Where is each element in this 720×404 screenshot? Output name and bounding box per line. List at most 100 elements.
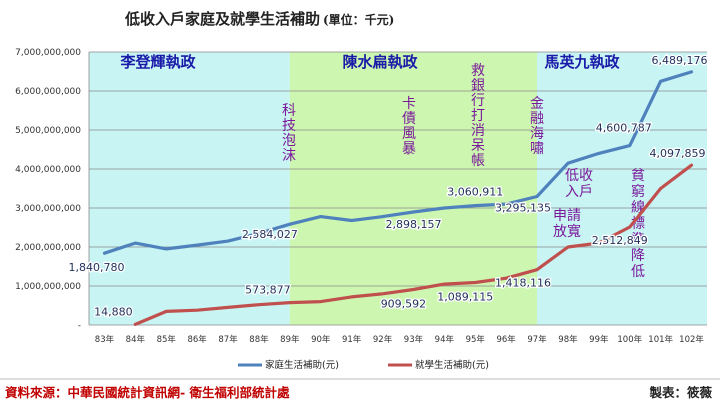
y-tick-label-7: 7,000,000,000	[15, 48, 81, 58]
annotation-char: 貧	[631, 168, 645, 184]
x-tick-label-18: 101年	[648, 334, 673, 345]
x-tick-label-1: 84年	[126, 334, 146, 345]
data-label-12: 2,512,849	[592, 234, 648, 247]
annotation-char: 入	[565, 184, 579, 200]
data-labels: 1,840,780 2,584,027 2,898,157 3,060,911 3,29…	[67, 53, 709, 320]
data-label-6: 6,489,176	[652, 54, 708, 67]
y-tick-label-6: 6,000,000,000	[15, 87, 81, 97]
annotation-char: 窮	[631, 184, 645, 200]
x-axis: 83年 84年 85年 86年 87年 88年 89年 90年 91年 92年 93年 94年 95年 9…	[95, 334, 705, 345]
y-tick-label-2: 2,000,000,000	[15, 243, 81, 253]
annotation-char: 行	[471, 93, 485, 109]
era-label-3: 馬英九執政	[544, 53, 620, 71]
x-tick-label-10: 93年	[404, 334, 424, 345]
annotation-char: 銀	[471, 78, 485, 94]
annotation-char: 寬	[567, 223, 581, 240]
annotation-char: 海	[530, 126, 544, 142]
series	[102, 70, 694, 326]
annotation-char: 嘯	[530, 141, 544, 157]
data-source-text: 資料來源：中華民國統計資訊網- 衛生福利部統計處	[5, 385, 290, 400]
data-label-8: 573,877	[245, 284, 291, 297]
annotation-char: 請	[567, 208, 581, 224]
series-line-family	[102, 70, 694, 255]
era-band-1	[89, 52, 290, 325]
title-group: 低收入戶家庭及就學生活補助 (單位：千元)	[124, 10, 394, 28]
annotation-char: 融	[530, 111, 544, 127]
x-tick-label-2: 85年	[157, 334, 177, 345]
annotation-char: 低	[631, 264, 645, 280]
data-label-1: 2,584,027	[242, 228, 298, 241]
era-label-1: 李登輝執政	[119, 53, 196, 71]
legend-label-family: 家庭生活補助(元)	[265, 359, 339, 371]
data-label-0: 1,840,780	[68, 261, 124, 274]
data-label-7: 14,880	[94, 305, 133, 318]
era-label-2: 陳水扁執政	[342, 53, 418, 71]
x-tick-label-16: 99年	[589, 334, 609, 345]
x-tick-label-15: 98年	[558, 334, 578, 345]
data-label-5: 4,600,787	[596, 122, 652, 135]
annotation-char: 債	[402, 111, 416, 127]
x-tick-label-6: 89年	[280, 334, 300, 345]
legend: 家庭生活補助(元) 就學生活補助(元)	[238, 359, 489, 371]
legend-label-student: 就學生活補助(元)	[415, 359, 489, 371]
annotation-char: 戶	[579, 184, 593, 200]
x-tick-label-19: 102年	[679, 334, 704, 345]
data-label-13: 4,097,859	[650, 147, 706, 160]
annotation-char: 技	[282, 118, 296, 134]
data-label-9: 909,592	[381, 298, 427, 311]
annotation-char: 沫	[282, 148, 296, 164]
x-tick-label-13: 96年	[496, 334, 516, 345]
x-tick-label-9: 92年	[373, 334, 393, 345]
annotation-char: 消	[471, 123, 485, 139]
annotation-char: 呆	[471, 138, 485, 154]
era-band-3	[537, 52, 707, 325]
annotation-char: 風	[402, 126, 416, 142]
x-tick-label-12: 95年	[466, 334, 486, 345]
annotation-char: 線	[631, 200, 645, 216]
y-tick-label-3: 3,000,000,000	[15, 204, 81, 214]
data-label-3: 3,060,911	[447, 186, 503, 199]
x-tick-label-11: 94年	[435, 334, 455, 345]
x-tick-label-5: 88年	[249, 334, 269, 345]
x-tick-label-17: 100年	[617, 334, 642, 345]
annotation-char: 救	[471, 63, 485, 79]
y-axis: - 1,000,000,000 2,000,000,000 3,000,000,000…	[15, 48, 81, 331]
x-tick-label-4: 87年	[218, 334, 238, 345]
annotation-char: 帳	[471, 153, 485, 169]
x-tick-label-7: 90年	[311, 334, 331, 345]
data-label-4: 3,295,135	[495, 201, 551, 214]
era-bands: 李登輝執政 陳水扁執政 馬英九執政	[89, 52, 707, 325]
chart-title: 低收入戶家庭及就學生活補助	[124, 10, 320, 28]
x-tick-label-0: 83年	[95, 334, 115, 345]
chart-maker-text: 製表：筱薇	[648, 385, 712, 400]
x-tick-label-8: 91年	[342, 334, 362, 345]
annotation-5: 低收入 戶申 請放寬	[553, 168, 593, 240]
annotation-char: 科	[282, 103, 296, 119]
data-label-11: 1,418,116	[495, 277, 551, 290]
y-tick-label-5: 5,000,000,000	[15, 126, 81, 136]
annotation-char: 打	[471, 107, 485, 124]
y-tick-label-1: 1,000,000,000	[15, 282, 81, 292]
x-tick-label-14: 97年	[527, 334, 547, 345]
data-label-10: 1,089,115	[437, 291, 493, 304]
x-tick-label-3: 86年	[187, 334, 207, 345]
annotation-char: 申	[553, 208, 567, 224]
annotation-char: 放	[553, 224, 567, 240]
annotation-char: 收	[579, 168, 593, 184]
data-label-2: 2,898,157	[385, 218, 441, 231]
annotation-char: 金	[530, 96, 544, 112]
annotation-char: 降	[631, 248, 645, 264]
series-line-student	[133, 163, 694, 326]
chart-title-unit: (單位：千元)	[323, 12, 394, 27]
y-tick-label-4: 4,000,000,000	[15, 165, 81, 175]
y-tick-label-0: -	[78, 321, 81, 331]
annotation-char: 低	[565, 168, 579, 184]
annotation-char: 卡	[402, 96, 416, 112]
